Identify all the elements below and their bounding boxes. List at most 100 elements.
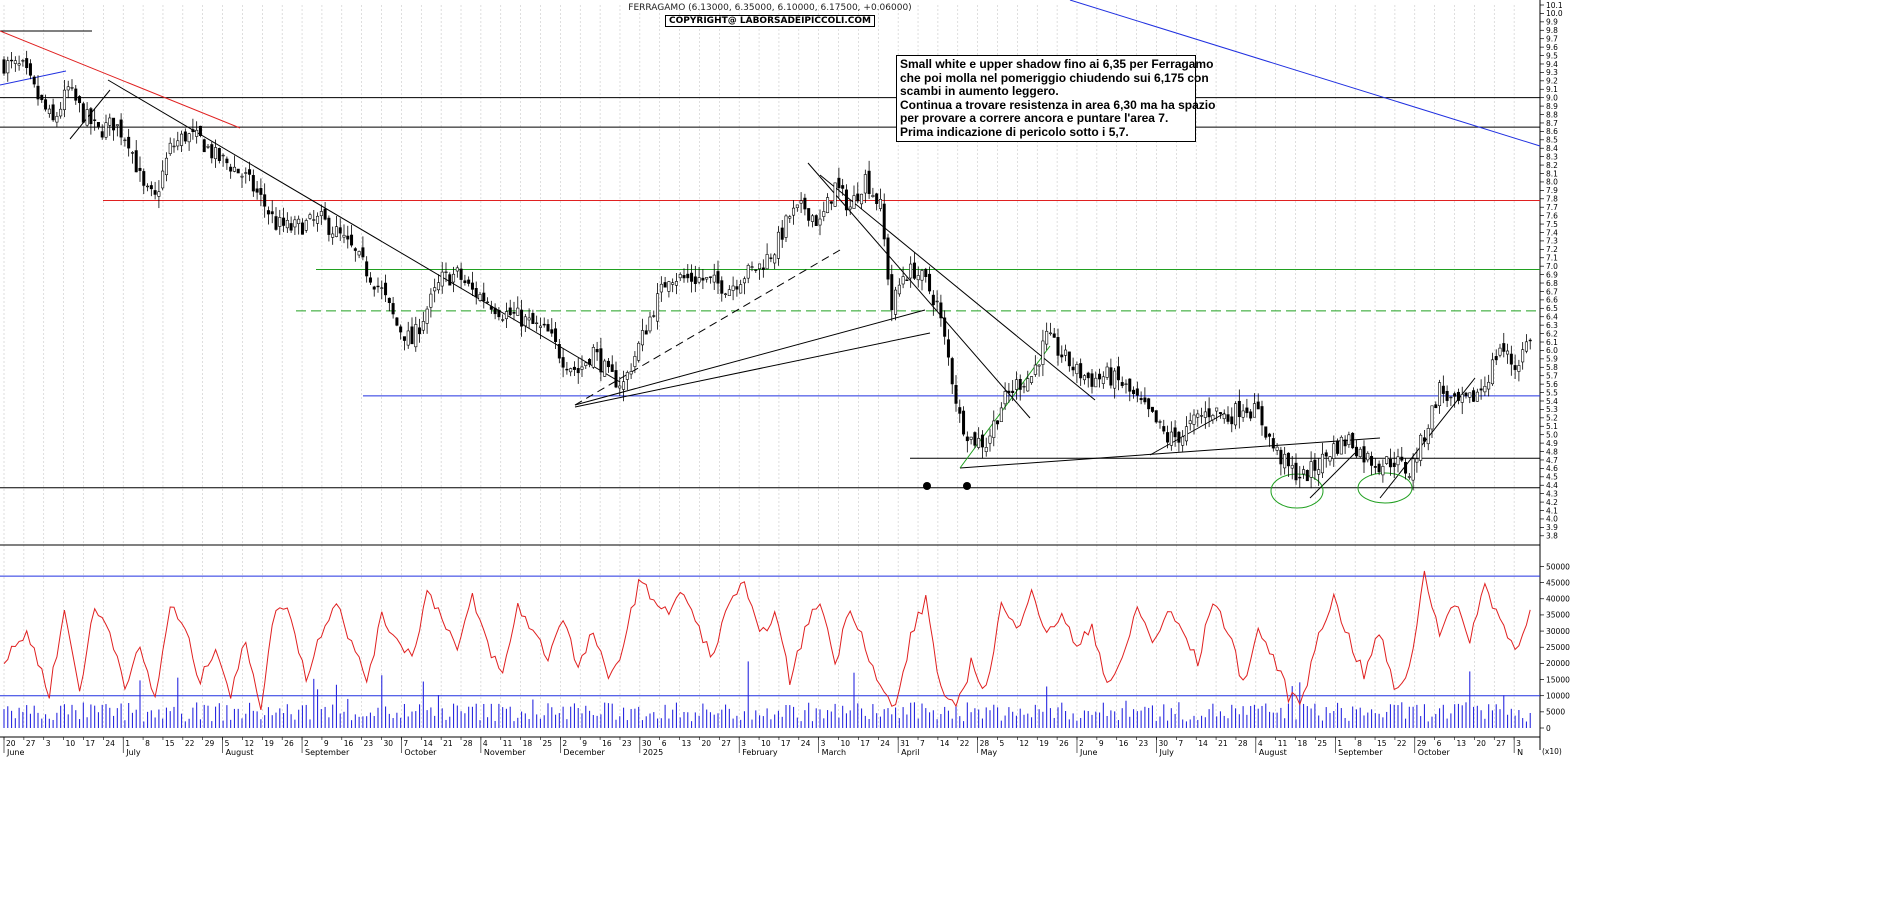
month-label: N xyxy=(1517,748,1523,757)
candle-body xyxy=(361,247,365,258)
candle-body xyxy=(788,216,792,219)
candle-body xyxy=(576,368,580,374)
candle-body xyxy=(10,59,14,62)
price-tick-label: 9.3 xyxy=(1546,68,1558,77)
volume-bars xyxy=(3,661,1531,728)
candle-body xyxy=(625,372,629,380)
candle-body xyxy=(1268,433,1272,437)
analysis-note: Small white e upper shadow fino ai 6,35 … xyxy=(896,55,1215,142)
candle-body xyxy=(25,58,29,69)
price-tick-label: 4.9 xyxy=(1546,439,1558,448)
candle-body xyxy=(444,271,448,274)
candle-body xyxy=(191,129,195,133)
candle-body xyxy=(1237,400,1241,418)
date-tick-label: 14 xyxy=(1198,739,1208,748)
candle-body xyxy=(1479,388,1483,391)
candle-body xyxy=(803,197,807,210)
candle-body xyxy=(210,144,214,159)
candle-body xyxy=(168,142,172,154)
candle-body xyxy=(795,204,799,209)
candle-body xyxy=(773,254,777,264)
date-tick-label: 22 xyxy=(1397,739,1407,748)
candle-body xyxy=(1071,366,1075,371)
note-line: Small white e upper shadow fino ai 6,35 … xyxy=(900,57,1214,71)
candle-body xyxy=(852,195,856,209)
price-tick-label: 8.0 xyxy=(1546,178,1558,187)
candle-body xyxy=(17,63,21,66)
candle-body xyxy=(1509,353,1513,365)
month-label: August xyxy=(1259,748,1287,757)
candle-body xyxy=(1388,458,1392,468)
candle-body xyxy=(844,189,848,211)
candle-body xyxy=(1184,426,1188,442)
candle-body xyxy=(1139,398,1143,401)
candle-body xyxy=(595,348,599,353)
candle-body xyxy=(682,275,686,279)
month-label: May xyxy=(981,748,998,757)
candle-body xyxy=(848,206,852,210)
volume-tick-label: 45000 xyxy=(1546,578,1570,587)
date-tick-label: 4 xyxy=(1258,739,1263,748)
date-tick-label: 5 xyxy=(225,739,230,748)
candle-body xyxy=(161,170,165,189)
date-tick-label: 1 xyxy=(1337,739,1342,748)
candle-body xyxy=(414,324,418,348)
volume-tick-label: 10000 xyxy=(1546,691,1570,700)
candles xyxy=(2,50,1532,491)
candle-body xyxy=(973,432,977,446)
chart-header: FERRAGAMO (6.13000, 6.35000, 6.10000, 6.… xyxy=(0,0,1540,27)
candle-body xyxy=(202,139,206,153)
candle-body xyxy=(1377,463,1381,473)
candle-body xyxy=(875,193,879,205)
candle-body xyxy=(841,185,845,189)
candle-body xyxy=(622,381,626,390)
candle-body xyxy=(1460,394,1464,403)
price-tick-label: 9.9 xyxy=(1546,18,1558,27)
trend-line xyxy=(107,79,621,383)
candle-body xyxy=(187,133,191,143)
candle-body xyxy=(912,262,916,279)
candle-body xyxy=(66,86,70,91)
candle-body xyxy=(285,219,289,229)
candle-body xyxy=(504,311,508,320)
date-tick-label: 2 xyxy=(304,739,309,748)
date-tick-label: 7 xyxy=(1178,739,1183,748)
candle-body xyxy=(1014,379,1018,390)
price-tick-label: 6.7 xyxy=(1546,287,1558,296)
candle-body xyxy=(1332,443,1336,459)
candle-body xyxy=(886,237,890,280)
price-tick-label: 6.6 xyxy=(1546,296,1558,305)
candle-body xyxy=(916,275,920,281)
candle-body xyxy=(1082,375,1086,381)
candle-body xyxy=(935,300,939,303)
date-tick-label: 28 xyxy=(463,739,473,748)
candle-body xyxy=(542,323,546,326)
candle-body xyxy=(323,208,327,220)
date-tick-label: 16 xyxy=(602,739,612,748)
candle-body xyxy=(1075,364,1079,375)
candle-body xyxy=(70,87,74,89)
candle-body xyxy=(890,274,894,311)
candle-body xyxy=(761,267,765,270)
candle-body xyxy=(1328,456,1332,462)
candle-body xyxy=(1404,461,1408,474)
date-tick-label: 17 xyxy=(860,739,870,748)
date-tick-label: 9 xyxy=(324,739,329,748)
candle-body xyxy=(746,265,750,279)
candle-body xyxy=(236,168,240,174)
candle-body xyxy=(1283,453,1287,469)
candle-body xyxy=(28,63,32,76)
candle-body xyxy=(833,182,837,207)
candle-body xyxy=(278,217,282,227)
candle-body xyxy=(478,294,482,301)
volume-tick-label: 0 xyxy=(1546,724,1551,733)
candle-body xyxy=(1260,406,1264,426)
candle-body xyxy=(493,307,497,315)
candle-body xyxy=(380,287,384,289)
candle-body xyxy=(920,270,924,281)
candle-body xyxy=(1415,458,1419,463)
candle-body xyxy=(130,152,134,154)
candle-body xyxy=(418,327,422,335)
candle-body xyxy=(274,216,278,230)
candle-body xyxy=(863,174,867,194)
